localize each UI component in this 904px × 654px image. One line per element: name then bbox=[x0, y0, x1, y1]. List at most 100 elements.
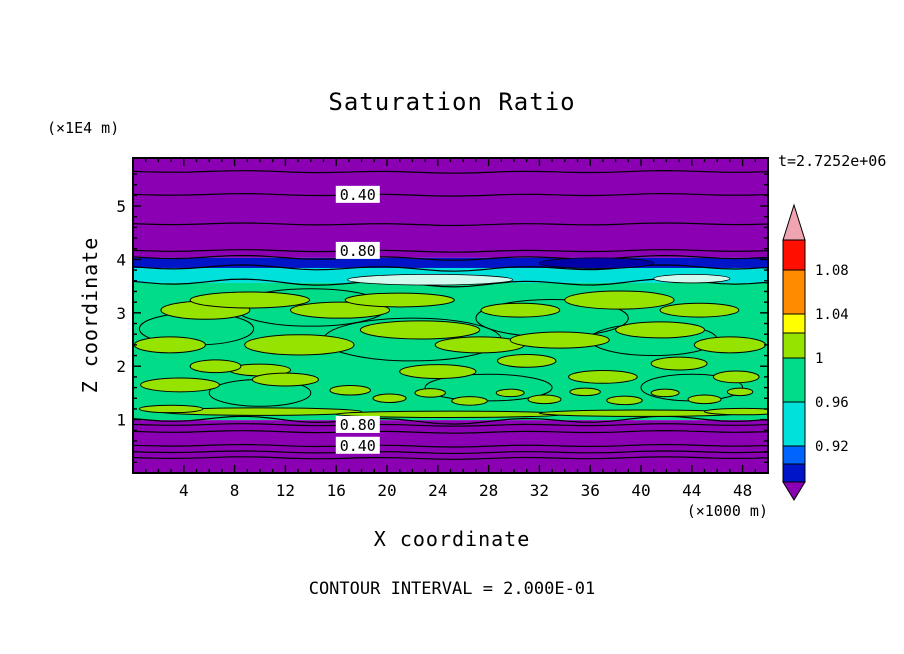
supersaturation-blob bbox=[344, 292, 455, 308]
colorbar-segment bbox=[782, 332, 806, 359]
supersaturation-blob bbox=[569, 387, 601, 397]
supersaturation-blob bbox=[495, 388, 525, 398]
pale-cyan-patch bbox=[347, 273, 514, 286]
contour-interval-note: CONTOUR INTERVAL = 2.000E-01 bbox=[309, 579, 596, 599]
colorbar-label: 0.92 bbox=[815, 439, 849, 455]
x-tick-label: 28 bbox=[479, 481, 498, 500]
supersaturation-blob bbox=[138, 404, 204, 414]
supersaturation-blob bbox=[527, 394, 562, 405]
colorbar-segment bbox=[782, 445, 806, 465]
x-axis-unit: (×1000 m) bbox=[687, 502, 768, 520]
y-axis-label: Z coordinate bbox=[78, 237, 102, 394]
supersaturation-blob bbox=[606, 395, 643, 406]
supersaturation-blob bbox=[496, 353, 557, 368]
x-tick-label: 12 bbox=[276, 481, 295, 500]
line-contour bbox=[133, 450, 768, 455]
supersaturation-blob bbox=[289, 301, 391, 319]
supersaturation-blob bbox=[693, 336, 766, 354]
contour-label: 0.80 bbox=[340, 242, 376, 260]
contour-label-mask bbox=[335, 415, 380, 433]
x-tick-label: 24 bbox=[428, 481, 447, 500]
y-tick-label: 4 bbox=[116, 250, 126, 269]
supersaturation-blob bbox=[659, 302, 740, 318]
x-tick-label: 44 bbox=[682, 481, 701, 500]
supersaturation-blob bbox=[480, 302, 561, 318]
supersaturation-blob bbox=[414, 388, 446, 398]
deep-navy-patch bbox=[538, 257, 655, 269]
x-tick-label: 20 bbox=[377, 481, 396, 500]
supersaturation-blob bbox=[244, 334, 355, 356]
pale-cyan-patch bbox=[653, 273, 731, 284]
colorbar-bottom-triangle bbox=[782, 481, 806, 501]
contour-label: 0.80 bbox=[340, 416, 376, 434]
contour-label-mask bbox=[335, 241, 380, 259]
line-contour bbox=[133, 249, 768, 253]
colorbar-segment bbox=[782, 239, 806, 271]
supersaturation-blob bbox=[251, 372, 319, 387]
x-axis-label: X coordinate bbox=[374, 527, 531, 551]
supersaturation-blob bbox=[133, 336, 206, 354]
x-tick-label: 48 bbox=[733, 481, 752, 500]
contour-label: 0.40 bbox=[340, 437, 376, 455]
colorbar-segment bbox=[782, 269, 806, 315]
supersaturation-blob bbox=[140, 377, 220, 393]
contour-label-mask bbox=[335, 185, 380, 203]
band-upper-subsaturated bbox=[133, 158, 768, 258]
contour-field bbox=[133, 158, 768, 473]
supersaturation-blob bbox=[650, 388, 680, 398]
supersaturation-blob bbox=[726, 387, 754, 397]
supersaturation-blob bbox=[650, 356, 708, 371]
line-contour bbox=[133, 456, 768, 460]
colorbar-label: 0.96 bbox=[815, 395, 849, 411]
colorbar-segment bbox=[782, 357, 806, 403]
supersaturation-blob bbox=[399, 364, 477, 380]
y-tick-label: 2 bbox=[116, 357, 126, 376]
line-contour bbox=[133, 169, 768, 174]
supersaturation-blob bbox=[712, 370, 760, 384]
colorbar-segment bbox=[782, 463, 806, 483]
colorbar: 1.08 1.04 1 0.96 0.92 bbox=[782, 203, 849, 501]
supersaturation-blob bbox=[359, 320, 481, 340]
band-boundary-line bbox=[133, 264, 768, 272]
y-tick-label: 3 bbox=[116, 304, 126, 323]
y-axis-unit: (×1E4 m) bbox=[47, 119, 119, 137]
supersaturation-blob bbox=[451, 396, 488, 406]
line-contour bbox=[133, 443, 768, 448]
x-tick-label: 36 bbox=[581, 481, 600, 500]
band-cloud-top-navy bbox=[133, 257, 768, 268]
supersaturation-blob bbox=[564, 290, 675, 310]
line-contour bbox=[133, 429, 768, 434]
colorbar-segment bbox=[782, 313, 806, 334]
axis-ticks bbox=[133, 158, 768, 473]
line-contour bbox=[133, 222, 768, 227]
supersaturation-blob bbox=[189, 359, 242, 374]
contour-label-mask bbox=[335, 436, 380, 454]
x-tick-label: 32 bbox=[530, 481, 549, 500]
contour-label: 0.40 bbox=[340, 186, 376, 204]
supersaturation-blob bbox=[189, 291, 311, 309]
y-tick-label: 1 bbox=[116, 411, 126, 430]
y-tick-label: 5 bbox=[116, 197, 126, 216]
band-boundary-line bbox=[133, 254, 768, 261]
supersaturation-blob bbox=[704, 407, 768, 416]
x-tick-label: 4 bbox=[179, 481, 189, 500]
supersaturation-blob bbox=[615, 321, 705, 339]
supersaturation-blob bbox=[687, 394, 722, 405]
colorbar-top-triangle bbox=[782, 203, 806, 241]
x-tick-label: 8 bbox=[230, 481, 240, 500]
colorbar-label: 1.08 bbox=[815, 263, 849, 279]
colorbar-label: 1.04 bbox=[815, 307, 849, 323]
line-contour bbox=[133, 423, 768, 427]
x-tick-label: 40 bbox=[631, 481, 650, 500]
contour-outline bbox=[424, 373, 553, 402]
x-tick-label: 16 bbox=[327, 481, 346, 500]
supersaturation-blob bbox=[372, 393, 407, 404]
supersaturation-blob bbox=[329, 384, 371, 396]
contour-line-labels: 0.40 0.80 0.80 0.40 bbox=[335, 185, 380, 455]
chart-title: Saturation Ratio bbox=[328, 88, 575, 116]
line-contour bbox=[133, 192, 768, 197]
colorbar-segment bbox=[782, 401, 806, 447]
